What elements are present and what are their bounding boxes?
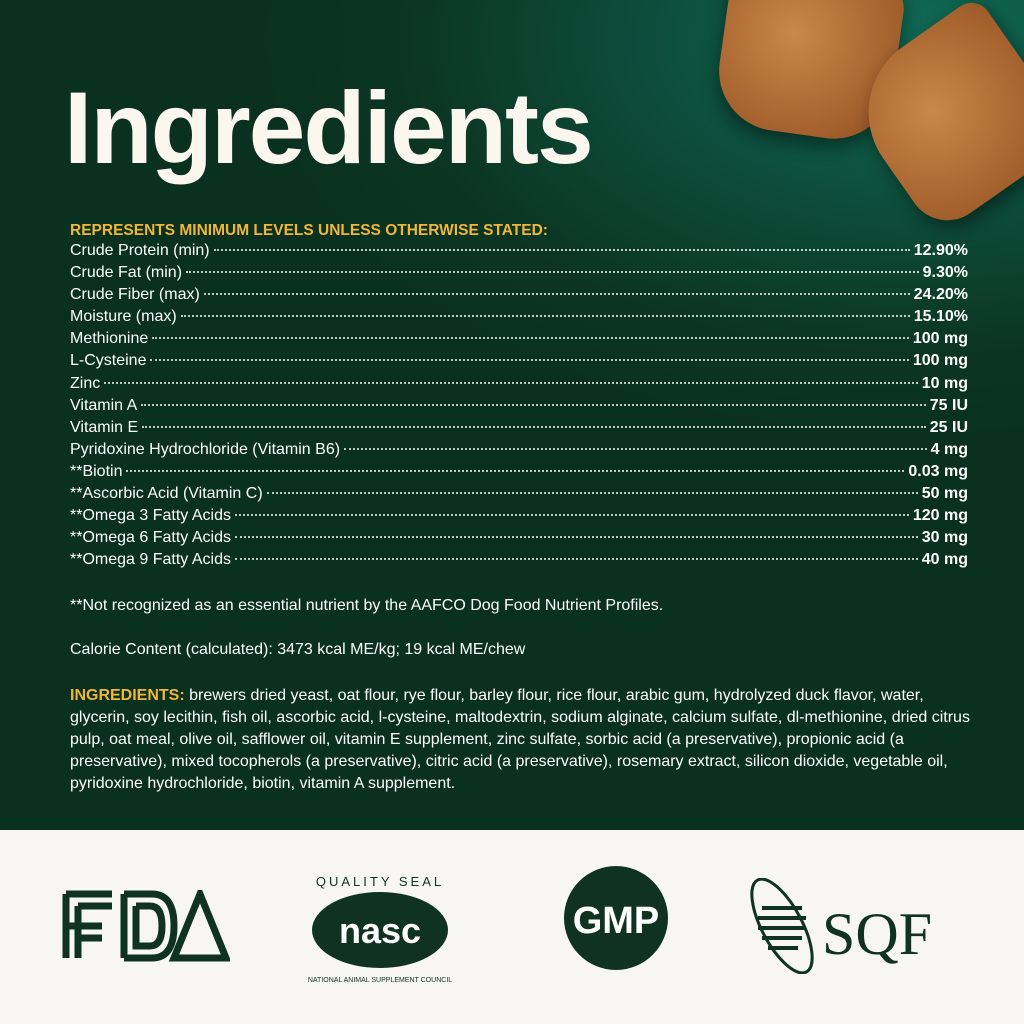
dotted-leader bbox=[266, 492, 918, 495]
ingredients-list: INGREDIENTS: brewers dried yeast, oat fl… bbox=[70, 685, 975, 795]
dotted-leader bbox=[150, 359, 909, 362]
nutrient-name: Zinc bbox=[70, 374, 101, 392]
nutrient-value: 24.20% bbox=[913, 286, 968, 304]
nutrient-row: Methionine 100 mg bbox=[70, 330, 968, 352]
nutrient-row: Zinc 10 mg bbox=[70, 375, 968, 397]
nutrient-name: **Omega 3 Fatty Acids bbox=[70, 507, 231, 525]
nutrient-row: Crude Protein (min) 12.90% bbox=[70, 242, 968, 264]
nutrient-name: Crude Fiber (max) bbox=[70, 286, 200, 304]
nutrient-name: Crude Protein (min) bbox=[70, 242, 210, 259]
nutrient-name: Methionine bbox=[70, 330, 149, 348]
ingredients-label: INGREDIENTS: bbox=[70, 687, 185, 704]
nutrient-name: Pyridoxine Hydrochloride (Vitamin B6) bbox=[70, 440, 341, 458]
nutrient-value: 40 mg bbox=[921, 551, 968, 569]
nutrient-row: **Biotin 0.03 mg bbox=[70, 463, 968, 485]
nutrient-row: **Ascorbic Acid (Vitamin C) 50 mg bbox=[70, 485, 968, 507]
fda-logo bbox=[62, 890, 230, 962]
dotted-leader bbox=[234, 536, 918, 539]
svg-text:NATIONAL ANIMAL SUPPLEMENT COU: NATIONAL ANIMAL SUPPLEMENT COUNCIL bbox=[308, 977, 452, 984]
nutrient-name: Vitamin E bbox=[70, 418, 139, 436]
ingredients-panel: Ingredients REPRESENTS MINIMUM LEVELS UN… bbox=[0, 0, 1024, 830]
nutrient-row: **Omega 6 Fatty Acids 30 mg bbox=[70, 529, 968, 551]
guaranteed-analysis: REPRESENTS MINIMUM LEVELS UNLESS OTHERWI… bbox=[70, 222, 968, 573]
nutrient-row: Moisture (max) 15.10% bbox=[70, 308, 968, 330]
dotted-leader bbox=[126, 469, 905, 472]
nutrient-row: Crude Fat (min) 9.30% bbox=[70, 264, 968, 286]
nutrient-value: 12.90% bbox=[913, 242, 968, 259]
dotted-leader bbox=[344, 447, 927, 450]
dotted-leader bbox=[186, 271, 919, 274]
nutrient-value: 100 mg bbox=[912, 330, 968, 348]
footnote: **Not recognized as an essential nutrien… bbox=[70, 597, 664, 614]
nutrient-value: 0.03 mg bbox=[908, 462, 968, 480]
nutrient-row: Vitamin E 25 IU bbox=[70, 419, 968, 441]
ingredients-text: brewers dried yeast, oat flour, rye flou… bbox=[70, 687, 970, 792]
nutrient-name: **Ascorbic Acid (Vitamin C) bbox=[70, 485, 263, 503]
nutrient-value: 4 mg bbox=[930, 440, 968, 458]
dotted-leader bbox=[203, 293, 910, 296]
svg-text:SQF: SQF bbox=[822, 901, 932, 967]
certification-logos: QUALITY SEAL nasc NATIONAL ANIMAL SUPPLE… bbox=[0, 830, 1024, 1024]
sqf-logo: SQF bbox=[750, 878, 932, 974]
page-title: Ingredients bbox=[64, 71, 594, 185]
analysis-header: REPRESENTS MINIMUM LEVELS UNLESS OTHERWI… bbox=[70, 222, 548, 239]
nutrient-value: 50 mg bbox=[921, 485, 968, 503]
nutrient-value: 15.10% bbox=[913, 308, 968, 326]
svg-text:QUALITY SEAL: QUALITY SEAL bbox=[316, 874, 444, 889]
nutrient-row: L-Cysteine 100 mg bbox=[70, 352, 968, 374]
nutrient-name: **Biotin bbox=[70, 462, 123, 480]
dotted-leader bbox=[180, 315, 910, 318]
svg-text:nasc: nasc bbox=[339, 910, 421, 951]
nutrient-row: Crude Fiber (max) 24.20% bbox=[70, 286, 968, 308]
nutrient-row: **Omega 3 Fatty Acids 120 mg bbox=[70, 507, 968, 529]
nutrient-value: 75 IU bbox=[929, 396, 968, 414]
nutrient-value: 10 mg bbox=[921, 374, 968, 392]
nutrient-value: 120 mg bbox=[912, 507, 968, 525]
nutrient-name: Crude Fat (min) bbox=[70, 264, 183, 282]
nutrient-name: L-Cysteine bbox=[70, 352, 147, 370]
nutrient-row: Pyridoxine Hydrochloride (Vitamin B6) 4 m… bbox=[70, 441, 968, 463]
nutrient-value: 25 IU bbox=[929, 418, 968, 436]
dotted-leader bbox=[104, 381, 918, 384]
nutrient-row: Vitamin A 75 IU bbox=[70, 397, 968, 419]
svg-text:GMP: GMP bbox=[573, 900, 660, 942]
dotted-leader bbox=[234, 558, 918, 561]
dotted-leader bbox=[152, 337, 909, 340]
dotted-leader bbox=[234, 514, 909, 517]
dotted-leader bbox=[213, 249, 910, 251]
nutrient-name: **Omega 6 Fatty Acids bbox=[70, 529, 231, 547]
nutrient-value: 30 mg bbox=[921, 529, 968, 547]
nutrient-value: 9.30% bbox=[922, 264, 968, 282]
nutrient-name: Moisture (max) bbox=[70, 308, 177, 326]
calorie-content: Calorie Content (calculated): 3473 kcal … bbox=[70, 641, 526, 658]
nutrient-name: Vitamin A bbox=[70, 396, 138, 414]
nutrient-name: **Omega 9 Fatty Acids bbox=[70, 551, 231, 569]
nutrient-value: 100 mg bbox=[912, 352, 968, 370]
dotted-leader bbox=[141, 403, 926, 406]
nasc-quality-seal-logo: QUALITY SEAL nasc NATIONAL ANIMAL SUPPLE… bbox=[308, 874, 452, 984]
gmp-logo: GMP bbox=[564, 866, 668, 970]
nutrient-row: **Omega 9 Fatty Acids 40 mg bbox=[70, 551, 968, 573]
dotted-leader bbox=[142, 425, 926, 428]
